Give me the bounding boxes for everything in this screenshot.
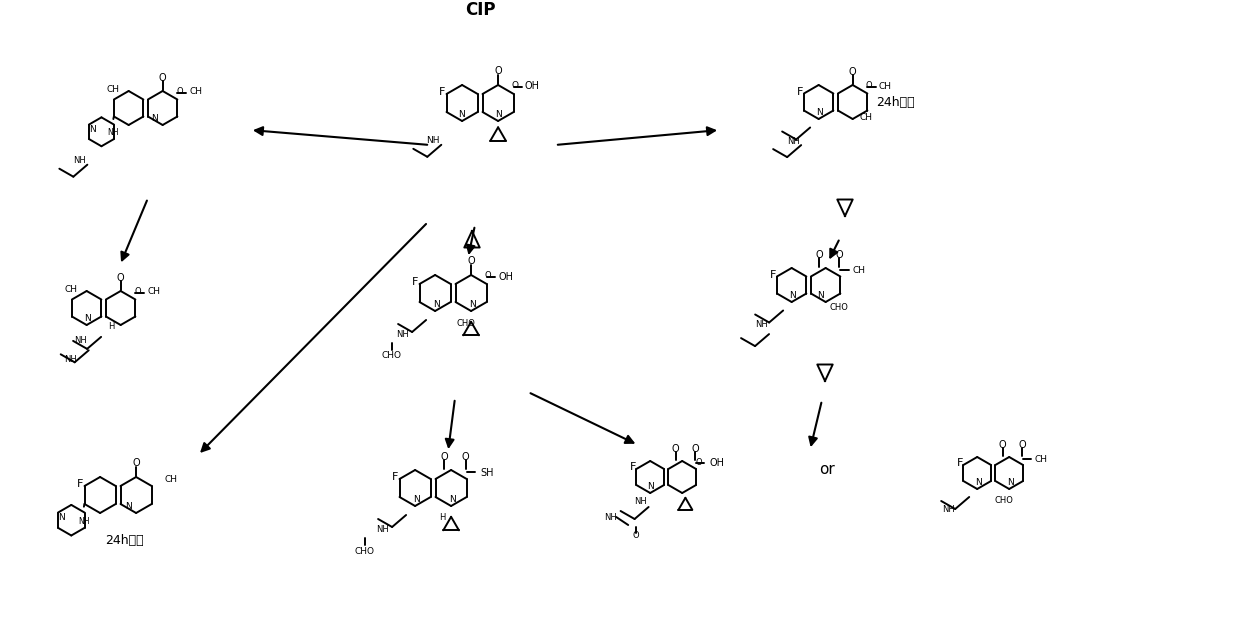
Text: 24h消失: 24h消失 — [105, 534, 144, 546]
Text: O: O — [134, 287, 141, 296]
Text: O: O — [495, 66, 502, 77]
Text: N: N — [84, 314, 91, 323]
Text: OH: OH — [498, 272, 513, 282]
Text: H: H — [108, 322, 114, 331]
Text: NH: NH — [376, 525, 389, 534]
Text: N: N — [975, 479, 981, 487]
Text: F: F — [392, 472, 398, 482]
Text: OH: OH — [709, 458, 724, 468]
Text: N: N — [469, 299, 475, 309]
Text: O: O — [512, 80, 518, 89]
Text: O: O — [176, 87, 184, 96]
Text: H: H — [439, 513, 445, 522]
Text: 24h消失: 24h消失 — [877, 96, 915, 110]
Text: O: O — [461, 451, 469, 461]
Text: CHO: CHO — [382, 351, 402, 361]
Text: N: N — [58, 513, 64, 522]
Text: SH: SH — [480, 468, 494, 478]
Text: O: O — [133, 458, 140, 468]
Text: O: O — [999, 440, 1007, 450]
Text: CH: CH — [853, 266, 866, 275]
Text: or: or — [818, 463, 835, 477]
Text: F: F — [797, 87, 804, 97]
Text: O: O — [117, 273, 124, 283]
Text: CHO: CHO — [830, 303, 848, 311]
Text: O: O — [836, 250, 843, 260]
Text: O: O — [691, 444, 699, 454]
Text: NH: NH — [634, 496, 647, 506]
Text: CH: CH — [878, 82, 892, 91]
Text: F: F — [77, 479, 83, 489]
Text: NH: NH — [64, 354, 77, 363]
Text: F: F — [770, 270, 776, 280]
Text: O: O — [849, 67, 857, 77]
Text: CH: CH — [859, 113, 873, 122]
Text: F: F — [630, 462, 636, 472]
Text: N: N — [458, 110, 465, 118]
Text: NH: NH — [604, 513, 616, 522]
Text: N: N — [125, 502, 133, 511]
Text: CH: CH — [107, 85, 120, 94]
Text: N: N — [817, 291, 823, 300]
Text: O: O — [672, 444, 680, 454]
Text: N: N — [151, 114, 157, 123]
Text: O: O — [1018, 440, 1025, 450]
Text: O: O — [159, 73, 166, 84]
Text: CHO: CHO — [994, 496, 1014, 505]
Text: O: O — [696, 458, 702, 467]
Text: OH: OH — [525, 81, 539, 91]
Text: NH: NH — [755, 320, 768, 329]
Text: N: N — [496, 110, 502, 118]
Text: CH: CH — [190, 87, 203, 96]
Text: NH: NH — [427, 136, 440, 146]
Text: F: F — [956, 458, 962, 468]
Text: CH: CH — [1035, 455, 1048, 464]
Text: O: O — [815, 250, 822, 260]
Text: N: N — [413, 494, 419, 504]
Text: NH: NH — [78, 518, 89, 527]
Text: NH: NH — [74, 335, 87, 345]
Text: NH: NH — [397, 330, 409, 339]
Text: N: N — [89, 125, 95, 134]
Text: N: N — [433, 299, 439, 309]
Text: O: O — [632, 530, 640, 539]
Text: CH: CH — [64, 285, 78, 294]
Text: NH: NH — [786, 137, 800, 146]
Text: CHO: CHO — [456, 319, 475, 328]
Text: F: F — [439, 87, 445, 97]
Text: O: O — [485, 272, 491, 280]
Text: O: O — [467, 256, 475, 266]
Text: N: N — [1007, 479, 1013, 487]
Text: CH: CH — [148, 287, 161, 296]
Text: F: F — [412, 277, 418, 287]
Text: NH: NH — [73, 156, 86, 165]
Text: O: O — [440, 451, 448, 461]
Text: CHO: CHO — [355, 546, 374, 556]
Text: NH: NH — [108, 128, 119, 137]
Text: CIP: CIP — [465, 1, 495, 19]
Text: O: O — [866, 82, 872, 91]
Text: N: N — [449, 494, 455, 504]
Text: N: N — [647, 482, 655, 491]
Text: N: N — [789, 291, 796, 300]
Text: NH: NH — [942, 505, 955, 514]
Text: CH: CH — [165, 475, 177, 484]
Text: N: N — [816, 108, 823, 117]
